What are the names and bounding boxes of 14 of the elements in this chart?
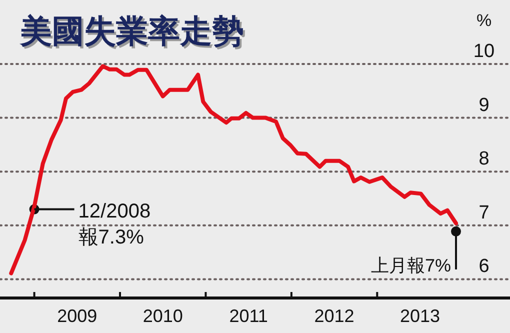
y-tick-label: 9 — [478, 94, 490, 116]
x-tick-label: 2013 — [400, 306, 440, 326]
x-tick-label: 2010 — [142, 306, 183, 326]
x-tick-label: 2009 — [57, 306, 98, 326]
annotation: 上月報7% — [370, 255, 451, 276]
annotation: 12/2008 報7.3% — [78, 200, 151, 248]
y-tick-label: 6 — [478, 256, 490, 278]
y-axis-title: % — [476, 11, 492, 30]
y-tick-label: 7 — [478, 202, 490, 224]
chart-title: 美國失業率走勢 — [21, 14, 246, 52]
x-tick-label: 2011 — [229, 306, 268, 326]
x-tick-label: 2012 — [314, 306, 354, 326]
y-tick-label: 10 — [473, 41, 495, 62]
y-tick-label: 8 — [478, 148, 490, 170]
